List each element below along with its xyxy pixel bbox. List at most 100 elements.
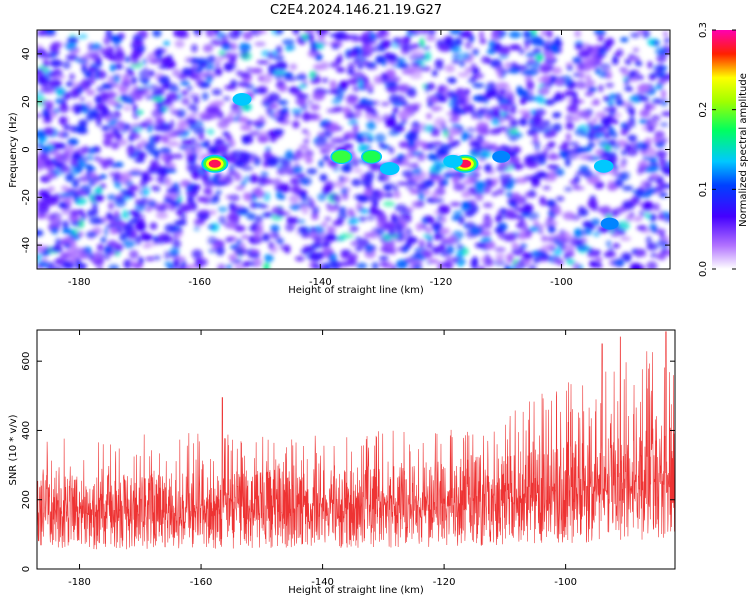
heatmap-cell — [216, 145, 225, 154]
heatmap-cell — [255, 215, 263, 224]
heatmap-cell — [225, 63, 238, 69]
heatmap-cell — [128, 153, 138, 159]
heatmap-cell — [217, 206, 228, 212]
heatmap-cell — [61, 208, 74, 215]
heatmap-cell — [77, 231, 84, 238]
heatmap-cell — [167, 153, 176, 160]
heatmap-cell — [184, 57, 196, 63]
heatmap-cell — [595, 111, 607, 119]
heatmap-cell — [552, 123, 562, 132]
heatmap-cell — [95, 57, 102, 67]
heatmap-cell — [258, 204, 269, 209]
heatmap-cell — [241, 134, 253, 141]
heatmap-cell — [565, 113, 574, 123]
heatmap-cell — [662, 31, 669, 37]
heatmap-cell — [37, 265, 45, 269]
heatmap-cell — [260, 130, 268, 138]
heatmap-cell — [452, 100, 462, 106]
heatmap-cell — [96, 86, 105, 93]
heatmap-cell — [423, 51, 432, 62]
heatmap-cell — [106, 100, 120, 106]
heatmap-cell — [115, 120, 125, 125]
heatmap-cell — [113, 104, 124, 109]
heatmap-cell — [228, 207, 241, 212]
heatmap-cell — [65, 81, 74, 87]
heatmap-cell — [137, 110, 144, 115]
heatmap-cell — [512, 195, 525, 200]
heatmap-cell — [627, 134, 638, 142]
heatmap-cell — [616, 92, 622, 101]
heatmap-cell — [597, 155, 604, 161]
heatmap-cell — [647, 176, 655, 182]
heatmap-cell — [286, 216, 295, 224]
heatmap-cell — [197, 196, 209, 203]
heatmap-cell — [62, 260, 75, 269]
heatmap-cell — [93, 193, 105, 202]
heatmap-cell — [52, 266, 63, 269]
heatmap-cell — [161, 137, 169, 144]
heatmap-cell — [295, 74, 308, 81]
heatmap-cell — [529, 188, 536, 197]
heatmap-cell — [485, 259, 492, 264]
heatmap-cell — [393, 191, 401, 199]
heatmap-cell — [587, 154, 594, 161]
heatmap-cell — [448, 127, 461, 136]
heatmap-cell — [126, 145, 135, 155]
heatmap-cell — [647, 61, 653, 69]
heatmap-cell — [508, 133, 519, 142]
heatmap-cell — [168, 92, 178, 99]
heatmap-cell — [228, 194, 240, 202]
heatmap-cell — [129, 249, 139, 260]
heatmap-cell — [352, 124, 359, 134]
heatmap-cell — [86, 112, 99, 120]
heatmap-cell — [225, 134, 233, 142]
heatmap-cell — [48, 78, 62, 89]
heatmap-cell — [496, 257, 503, 264]
heatmap-cell — [535, 119, 546, 125]
heatmap-cell — [263, 191, 271, 202]
heatmap-cell — [197, 219, 205, 224]
heatmap-cell — [505, 210, 517, 220]
heatmap-cell — [363, 232, 374, 238]
heatmap-cell — [221, 45, 232, 51]
heatmap-cell — [648, 223, 657, 232]
heatmap-cell — [467, 220, 473, 228]
heatmap-cell — [145, 256, 155, 261]
heatmap-cell — [535, 54, 544, 62]
heatmap-cell — [433, 245, 440, 256]
heatmap-cell — [343, 135, 349, 142]
heatmap-cell — [586, 251, 600, 258]
heatmap-cell — [295, 256, 305, 262]
heatmap-cell — [305, 156, 313, 164]
heatmap-cell — [44, 30, 56, 35]
heatmap-cell — [474, 242, 487, 249]
heatmap-cell — [180, 204, 192, 213]
heatmap-cell — [416, 152, 426, 162]
figure-title: C2E4.2024.146.21.19.G27 — [270, 3, 442, 18]
heatmap-cell — [380, 238, 386, 243]
heatmap-cell — [203, 139, 211, 149]
heatmap-cell — [545, 120, 550, 125]
heatmap-cell — [658, 191, 668, 198]
heatmap-cell — [575, 80, 586, 90]
heatmap-cell — [91, 207, 98, 216]
heatmap-cell — [493, 110, 501, 119]
heatmap-cell — [81, 145, 90, 154]
heatmap-cell — [78, 119, 88, 128]
heatmap-cell — [479, 152, 488, 160]
heatmap-cell — [60, 185, 69, 191]
heatmap-cell — [509, 44, 521, 51]
heatmap-cell — [662, 76, 670, 81]
heatmap-cell — [604, 251, 617, 257]
x-tick-label: -140 — [311, 577, 334, 588]
heatmap-cell — [570, 96, 580, 107]
heatmap-cell — [276, 237, 284, 245]
heatmap-cell — [375, 115, 382, 124]
heatmap-cell — [63, 123, 71, 131]
heatmap-cell — [70, 209, 80, 217]
heatmap-cell — [170, 109, 180, 116]
heatmap-cell — [660, 122, 669, 127]
heatmap-cell — [160, 123, 174, 133]
heatmap-cell — [310, 44, 318, 54]
heatmap-cell — [574, 128, 586, 137]
